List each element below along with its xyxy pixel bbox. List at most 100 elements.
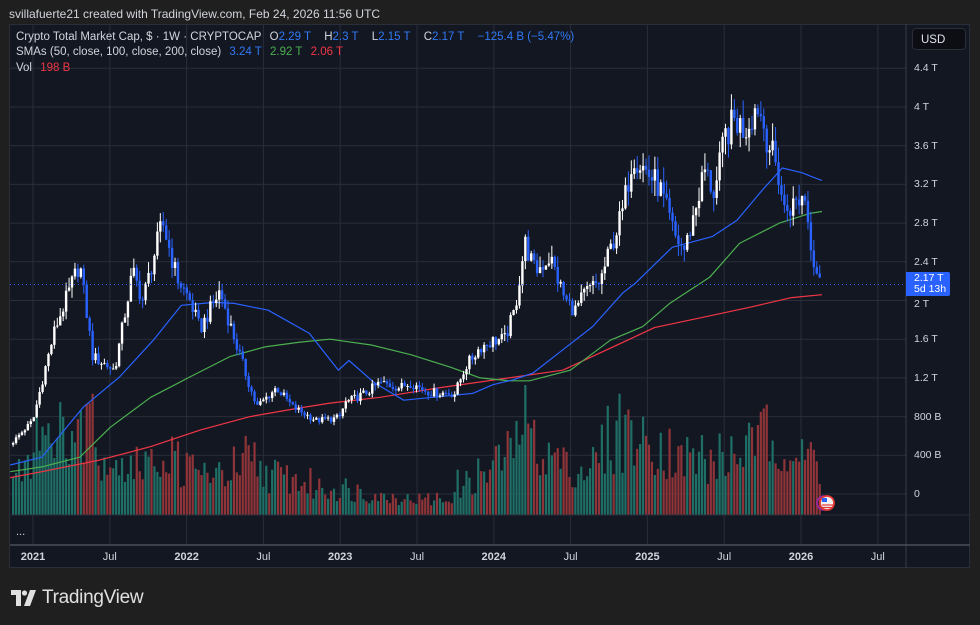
candle [538, 256, 542, 274]
candle-body [418, 385, 421, 388]
moving-averages [10, 167, 823, 479]
volume-bar [76, 419, 79, 515]
candle [391, 381, 395, 392]
volume-bar [730, 436, 733, 515]
volume-bar [324, 494, 327, 515]
candle-body [465, 369, 468, 375]
volume-bar [683, 476, 686, 515]
volume-bar [62, 416, 65, 515]
candle [562, 280, 565, 301]
candle-body [447, 393, 451, 395]
us-flag-event-icon[interactable] [816, 495, 835, 511]
sma-label[interactable]: SMAs (50, close, 100, close, 200, close) [16, 46, 222, 58]
volume-bar [377, 501, 380, 515]
candle [397, 386, 400, 392]
candle-body [388, 383, 392, 388]
volume-bar [562, 447, 565, 515]
candle-body [683, 245, 686, 250]
volume-bar [415, 503, 418, 515]
candle-body [376, 381, 380, 386]
currency-button[interactable]: USD [912, 28, 966, 50]
candle [809, 211, 813, 261]
volume-bar [527, 423, 530, 515]
candle [332, 414, 336, 426]
volume-bar [365, 501, 368, 515]
candle [194, 302, 197, 317]
volume-bar [450, 503, 453, 515]
candle [100, 362, 103, 370]
volume-bar [23, 460, 27, 515]
volume-label[interactable]: Vol [16, 62, 32, 74]
volume-bar [32, 452, 35, 515]
candle-body [724, 128, 727, 137]
candle-body [117, 343, 121, 367]
candle [718, 141, 721, 191]
candle [382, 376, 386, 383]
volume-bar [100, 480, 103, 515]
candle [206, 309, 209, 329]
volume-bar [742, 466, 745, 515]
more-indicators[interactable]: ... [16, 526, 26, 538]
volume-bar [26, 454, 29, 515]
candle [418, 381, 421, 393]
volume-bar [221, 470, 224, 515]
candle-body [276, 388, 280, 393]
candle-body [385, 381, 389, 384]
candle-body [50, 344, 53, 354]
candle [727, 126, 730, 158]
candle [79, 267, 83, 279]
price-tick-label: 4.4 T [914, 62, 938, 75]
volume-bar [718, 433, 721, 515]
candle [235, 333, 239, 356]
tradingview-logo[interactable]: TradingView [11, 587, 144, 609]
volume-bar [38, 450, 41, 515]
volume-bar [385, 499, 389, 515]
last-price-value: 2.17 T [914, 272, 944, 284]
volume-bar [724, 475, 727, 515]
candle [724, 123, 727, 155]
candle-body [559, 281, 562, 284]
candle-body [350, 395, 353, 401]
candle [64, 282, 68, 320]
volume-bar [639, 443, 642, 515]
volume-bar [783, 459, 786, 515]
candle [70, 275, 74, 298]
candle [550, 245, 554, 270]
candle [362, 388, 365, 394]
candle-body [262, 399, 265, 402]
candle [61, 308, 65, 322]
candle [191, 293, 194, 320]
volume-bar [406, 494, 409, 515]
candle [200, 317, 203, 334]
volume-bar [603, 473, 606, 515]
candle-body [491, 337, 495, 348]
volume-bar [279, 467, 283, 515]
candle-body [544, 265, 548, 270]
candle-body [771, 140, 774, 151]
candle-body [644, 165, 648, 170]
volume-bar [103, 457, 106, 515]
volume-bar [65, 458, 68, 515]
candle [747, 118, 751, 152]
high-value: 2.3 T [332, 31, 359, 43]
volume-bar [668, 428, 671, 515]
candle [447, 388, 451, 396]
candle [17, 432, 21, 440]
volume-bar [792, 461, 795, 515]
candle-body [668, 197, 671, 213]
candle [565, 294, 568, 303]
symbol-title[interactable]: Crypto Total Market Cap, $ · 1W · CRYPTO… [16, 31, 262, 43]
candle-body [662, 182, 665, 194]
candle [636, 156, 639, 180]
candle-body [538, 267, 542, 274]
candle [176, 258, 180, 290]
candle-body [694, 208, 698, 216]
candle [741, 100, 745, 138]
volume-bar [132, 479, 135, 515]
volume-bar [591, 447, 595, 515]
volume-bar [94, 447, 97, 515]
candle [580, 284, 583, 307]
candle [215, 291, 218, 308]
candle-body [212, 301, 215, 304]
